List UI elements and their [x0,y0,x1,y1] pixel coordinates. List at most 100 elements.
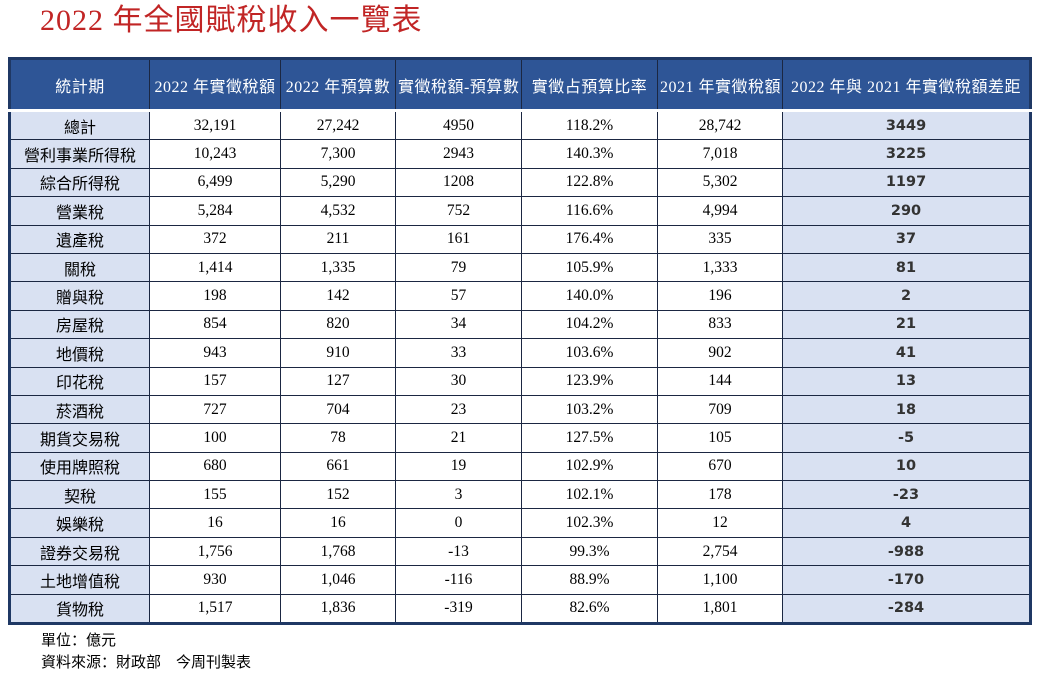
table-row: 地價稅 943 910 33 103.6% 902 41 [9,338,1031,368]
value-cell: 16 [149,508,281,538]
tax-category-cell: 總計 [9,109,150,141]
tax-category-cell: 契稅 [9,480,150,510]
value-cell: 116.6% [521,196,658,226]
value-cell: 102.1% [521,480,658,510]
value-cell: 902 [657,338,783,368]
value-cell: 103.2% [521,394,658,425]
value-cell: 372 [149,224,281,254]
value-cell: 5,290 [280,167,396,198]
value-cell: 670 [657,451,783,482]
value-cell: 4,994 [657,196,783,226]
value-cell: 2,754 [657,536,783,567]
value-cell: 27,242 [280,109,396,141]
value-cell: 727 [149,394,281,425]
value-cell: 140.0% [521,281,658,311]
value-cell: 99.3% [521,536,658,567]
value-cell: 680 [149,451,281,482]
value-cell: 105 [657,423,783,453]
tax-category-cell: 貨物稅 [9,593,150,625]
value-cell: 930 [149,565,281,595]
value-cell: 661 [280,451,396,482]
diff-value-cell: 290 [782,196,1031,226]
value-cell: 155 [149,480,281,510]
value-cell: 161 [395,224,522,254]
diff-value-cell: 4 [782,508,1031,538]
value-cell: 144 [657,366,783,396]
diff-value-cell: -5 [782,423,1031,453]
table-row: 關稅 1,414 1,335 79 105.9% 1,333 81 [9,252,1031,283]
table-row: 營業稅 5,284 4,532 752 116.6% 4,994 290 [9,196,1031,226]
value-cell: 157 [149,366,281,396]
value-cell: 335 [657,224,783,254]
value-cell: 3 [395,480,522,510]
value-cell: 1,335 [280,252,396,283]
value-cell: 142 [280,281,396,311]
table-row: 總計 32,191 27,242 4950 118.2% 28,742 3449 [9,109,1031,141]
value-cell: 105.9% [521,252,658,283]
value-cell: 176.4% [521,224,658,254]
value-cell: 102.3% [521,508,658,538]
table-row: 綜合所得稅 6,499 5,290 1208 122.8% 5,302 1197 [9,167,1031,198]
diff-value-cell: 1197 [782,167,1031,198]
diff-value-cell: 3225 [782,139,1031,169]
diff-value-cell: -170 [782,565,1031,595]
table-header: 統計期 2022 年實徵稅額 2022 年預算數 實徵稅額-預算數 實徵占預算比率 202… [9,58,1031,112]
diff-value-cell: 10 [782,451,1031,482]
tax-revenue-table: 統計期 2022 年實徵稅額 2022 年預算數 實徵稅額-預算數 實徵占預算比率 202… [8,57,1032,626]
table-row: 房屋稅 854 820 34 104.2% 833 21 [9,309,1031,340]
value-cell: 1,801 [657,593,783,625]
tax-category-cell: 土地增值稅 [9,565,150,595]
table-row: 契稅 155 152 3 102.1% 178 -23 [9,480,1031,510]
value-cell: 943 [149,338,281,368]
column-header-6: 2022 年與 2021 年實徵稅額差距 [782,58,1031,112]
value-cell: 854 [149,309,281,340]
table-row: 營利事業所得稅 10,243 7,300 2943 140.3% 7,018 3225 [9,139,1031,169]
value-cell: 79 [395,252,522,283]
value-cell: 102.9% [521,451,658,482]
tax-category-cell: 關稅 [9,252,150,283]
source-note: 資料來源：財政部 今周刊製表 [41,655,252,671]
value-cell: 82.6% [521,593,658,625]
tax-category-cell: 證券交易稅 [9,536,150,567]
value-cell: 5,302 [657,167,783,198]
header-row: 統計期 2022 年實徵稅額 2022 年預算數 實徵稅額-預算數 實徵占預算比率 202… [9,58,1031,112]
value-cell: 820 [280,309,396,340]
column-header-0: 統計期 [9,58,150,112]
value-cell: 88.9% [521,565,658,595]
value-cell: 1,414 [149,252,281,283]
table-row: 期貨交易稅 100 78 21 127.5% 105 -5 [9,423,1031,453]
unit-note: 單位：億元 [41,633,117,649]
diff-value-cell: 21 [782,309,1031,340]
table-row: 遺產稅 372 211 161 176.4% 335 37 [9,224,1031,254]
tax-category-cell: 使用牌照稅 [9,451,150,482]
value-cell: 1,046 [280,565,396,595]
value-cell: 21 [395,423,522,453]
value-cell: 23 [395,394,522,425]
tax-category-cell: 房屋稅 [9,309,150,340]
table-row: 贈與稅 198 142 57 140.0% 196 2 [9,281,1031,311]
value-cell: 103.6% [521,338,658,368]
value-cell: 5,284 [149,196,281,226]
value-cell: 196 [657,281,783,311]
tax-category-cell: 期貨交易稅 [9,423,150,453]
value-cell: 1,768 [280,536,396,567]
value-cell: 19 [395,451,522,482]
column-header-3: 實徵稅額-預算數 [395,58,522,112]
diff-value-cell: 2 [782,281,1031,311]
value-cell: 1,756 [149,536,281,567]
value-cell: 78 [280,423,396,453]
table-row: 印花稅 157 127 30 123.9% 144 13 [9,366,1031,396]
column-header-5: 2021 年實徵稅額 [657,58,783,112]
tax-category-cell: 營利事業所得稅 [9,139,150,169]
value-cell: 1,836 [280,593,396,625]
table-row: 證券交易稅 1,756 1,768 -13 99.3% 2,754 -988 [9,536,1031,567]
tax-category-cell: 贈與稅 [9,281,150,311]
value-cell: 1,333 [657,252,783,283]
table-row: 菸酒稅 727 704 23 103.2% 709 18 [9,394,1031,425]
value-cell: 833 [657,309,783,340]
value-cell: 12 [657,508,783,538]
value-cell: 211 [280,224,396,254]
value-cell: 7,018 [657,139,783,169]
value-cell: 6,499 [149,167,281,198]
value-cell: 16 [280,508,396,538]
